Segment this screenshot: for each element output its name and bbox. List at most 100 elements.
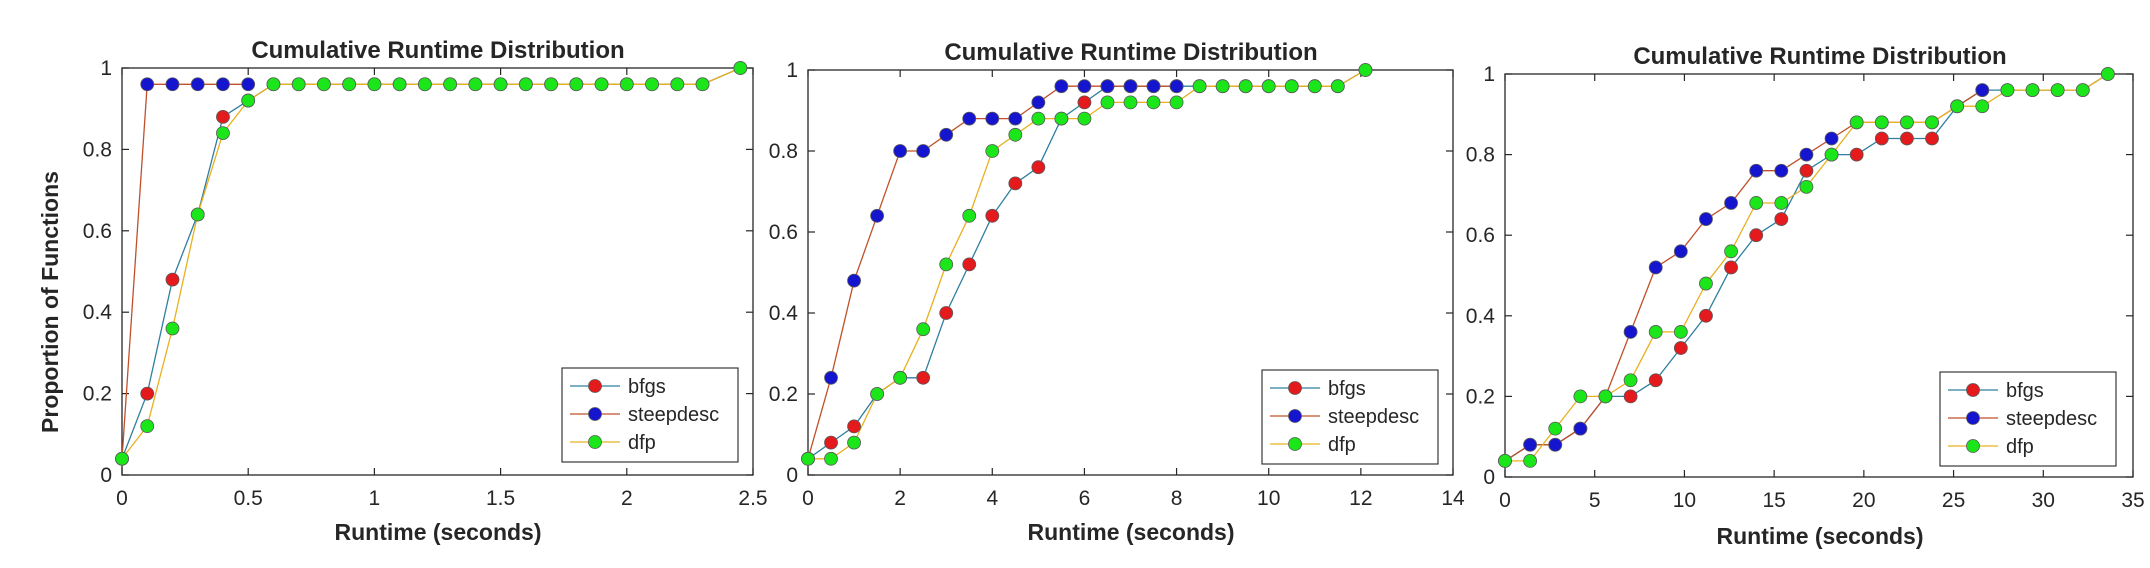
data-point-steepdesc <box>893 144 908 158</box>
x-tick-label: 14 <box>1441 487 1465 510</box>
legend-marker-bfgs <box>1966 383 1980 397</box>
data-point-bfgs <box>1724 260 1738 275</box>
data-point-dfp <box>1215 79 1230 94</box>
data-point-dfp <box>619 77 634 92</box>
data-point-bfgs <box>140 386 155 401</box>
data-point-steepdesc <box>985 111 1000 126</box>
x-tick-label: 4 <box>986 487 998 510</box>
data-point-bfgs <box>1749 228 1764 243</box>
data-point-dfp <box>216 126 230 141</box>
y-tick-label: 0.6 <box>83 220 112 243</box>
data-point-bfgs <box>985 208 1000 223</box>
y-tick-label: 0 <box>1483 466 1495 489</box>
x-tick-label: 10 <box>1257 487 1280 510</box>
data-point-steepdesc <box>1749 163 1764 178</box>
data-point-dfp <box>916 322 931 337</box>
x-tick-label: 8 <box>1171 487 1183 510</box>
data-point-dfp <box>870 387 885 401</box>
data-point-bfgs <box>1799 163 1814 178</box>
data-point-dfp <box>1573 389 1588 404</box>
y-tick-label: 0.6 <box>1466 224 1495 247</box>
data-point-dfp <box>594 77 609 92</box>
data-point-dfp <box>1648 325 1663 339</box>
data-point-dfp <box>1699 276 1713 291</box>
data-point-dfp <box>1749 196 1764 210</box>
data-point-steepdesc <box>140 77 155 92</box>
data-point-dfp <box>1307 79 1322 94</box>
data-point-bfgs <box>1648 373 1663 388</box>
x-tick-label: 10 <box>1673 489 1696 512</box>
data-point-bfgs <box>1925 131 1939 146</box>
x-tick-label: 2 <box>894 487 906 510</box>
data-point-bfgs <box>1077 95 1092 110</box>
y-tick-label: 0 <box>786 464 798 487</box>
x-tick-label: 2 <box>621 487 633 510</box>
y-tick-label: 0.2 <box>769 383 798 406</box>
data-point-bfgs <box>1623 389 1638 404</box>
data-point-steepdesc <box>1648 260 1663 275</box>
data-point-steepdesc <box>824 370 838 385</box>
legend-marker-dfp <box>1288 437 1302 451</box>
data-point-dfp <box>1548 421 1563 436</box>
data-point-steepdesc <box>241 77 256 92</box>
y-tick-label: 1 <box>100 57 112 80</box>
y-tick-label: 0.2 <box>1466 385 1495 408</box>
data-point-dfp <box>1799 179 1814 194</box>
data-point-steepdesc <box>1774 163 1789 178</box>
legend-label-steepdesc: steepdesc <box>628 404 719 426</box>
data-point-dfp <box>1261 79 1276 94</box>
data-point-dfp <box>2000 83 2015 98</box>
data-point-steepdesc <box>1623 325 1638 339</box>
legend: bfgs steepdesc dfp <box>1939 371 2117 467</box>
data-point-steepdesc <box>870 208 885 223</box>
legend-marker-bfgs <box>588 379 602 393</box>
legend-label-steepdesc: steepdesc <box>1328 406 1419 428</box>
x-tick-label: 12 <box>1349 487 1372 510</box>
chart-title: Cumulative Runtime Distribution <box>1633 43 2006 70</box>
data-point-dfp <box>468 77 483 92</box>
data-point-dfp <box>544 77 558 92</box>
x-tick-label: 35 <box>2121 489 2144 512</box>
data-point-dfp <box>1358 63 1373 77</box>
x-tick-label: 0 <box>802 487 814 510</box>
chart-panel-2: Cumulative Runtime Distribution Runtime … <box>769 39 1465 545</box>
data-point-dfp <box>1849 115 1864 130</box>
data-point-dfp <box>367 77 382 92</box>
legend-label-dfp: dfp <box>628 432 656 454</box>
data-point-steepdesc <box>1673 244 1688 259</box>
x-tick-label: 2.5 <box>738 487 767 510</box>
legend-label-dfp: dfp <box>1328 434 1356 456</box>
x-tick-label: 0 <box>116 487 128 510</box>
x-axis-label: Runtime (seconds) <box>1716 523 1923 549</box>
data-point-dfp <box>493 77 508 92</box>
legend-label-steepdesc: steepdesc <box>2006 408 2097 430</box>
data-point-dfp <box>1077 111 1092 126</box>
data-point-dfp <box>1238 79 1253 94</box>
x-tick-label: 30 <box>2032 489 2055 512</box>
data-point-dfp <box>1123 95 1138 110</box>
data-point-dfp <box>985 144 1000 158</box>
data-point-dfp <box>266 77 281 92</box>
data-point-dfp <box>1598 389 1613 404</box>
data-point-dfp <box>695 77 710 92</box>
data-point-dfp <box>291 77 306 92</box>
data-point-dfp <box>824 451 838 466</box>
data-point-dfp <box>115 451 129 466</box>
data-point-dfp <box>1975 99 1990 114</box>
data-point-dfp <box>670 77 685 92</box>
chart-panel-1: Cumulative Runtime Distribution Runtime … <box>37 37 768 545</box>
data-point-dfp <box>190 207 205 222</box>
data-point-bfgs <box>939 306 954 320</box>
data-point-dfp <box>1146 95 1161 110</box>
data-point-dfp <box>518 77 533 92</box>
chart-title: Cumulative Runtime Distribution <box>944 39 1317 66</box>
data-point-dfp <box>1623 373 1638 388</box>
data-point-steepdesc <box>1824 131 1839 146</box>
data-point-dfp <box>1100 95 1115 110</box>
data-point-dfp <box>1724 244 1738 259</box>
legend-marker-steepdesc <box>1966 411 1980 425</box>
data-point-steepdesc <box>1799 147 1814 162</box>
data-point-dfp <box>645 77 659 92</box>
y-tick-label: 0.8 <box>1466 144 1495 167</box>
data-point-bfgs <box>165 272 180 287</box>
